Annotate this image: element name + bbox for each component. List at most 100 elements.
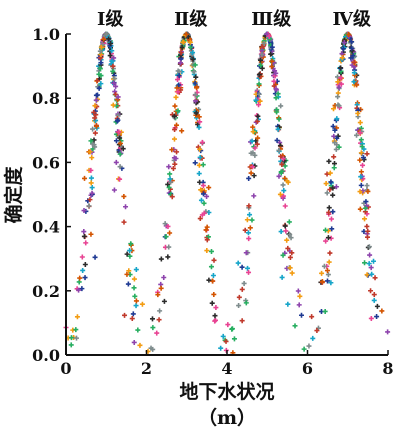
cloud-drop-point — [169, 147, 175, 153]
cloud-drop-point — [365, 234, 371, 240]
cloud-drop-point — [89, 155, 95, 161]
cloud-drop-point — [171, 113, 177, 119]
cloud-drop-point — [324, 190, 330, 196]
cloud-drop-point — [127, 253, 133, 259]
cloud-drop-point — [362, 216, 368, 222]
cloud-drop-point — [368, 315, 374, 321]
cloud-drop-point — [269, 64, 275, 70]
cloud-drop-point — [197, 154, 203, 160]
cloud-drop-point — [176, 82, 182, 88]
cloud-drop-point — [86, 203, 92, 209]
cloud-drop-point — [355, 110, 361, 116]
cloud-drop-point — [155, 292, 161, 298]
cloud-drop-point — [252, 145, 258, 151]
cloud-drop-point — [341, 40, 347, 46]
cloud-drop-point — [193, 74, 199, 80]
cloud-drop-point — [211, 257, 217, 263]
cloud-drop-point — [326, 158, 332, 164]
cloud-drop-point — [211, 291, 217, 297]
cloud-drop-point — [107, 53, 113, 59]
cloud-drop-point — [194, 85, 200, 91]
cloud-drop-point — [175, 77, 181, 83]
cloud-drop-point — [111, 187, 117, 193]
cloud-drop-point — [350, 53, 356, 59]
cloud-drop-point — [371, 292, 377, 298]
cloud-drop-point — [251, 193, 257, 199]
cloud-drop-point — [273, 86, 279, 92]
cloud-drop-point — [336, 103, 342, 109]
cloud-drop-point — [125, 281, 131, 287]
cloud-drop-point — [133, 298, 139, 304]
cloud-drop-point — [128, 241, 134, 247]
cloud-drop-point — [366, 244, 372, 250]
cloud-drop-point — [282, 203, 288, 209]
x-axis-unit: （m） — [198, 406, 256, 429]
cloud-drop-point — [248, 170, 254, 176]
cloud-drop-point — [366, 261, 372, 267]
cloud-drop-point — [279, 274, 285, 280]
cloud-drop-point — [276, 116, 282, 122]
cloud-drop-point — [92, 254, 98, 260]
cloud-drop-point — [362, 205, 368, 211]
cloud-drop-point — [210, 272, 216, 278]
cloud-drop-point — [109, 48, 115, 54]
cloud-drop-point — [282, 163, 288, 169]
cloud-drop-point — [256, 81, 262, 87]
cloud-drop-point — [158, 285, 164, 291]
cloud-drop-point — [301, 346, 307, 352]
cloud-drop-point — [272, 68, 278, 74]
cloud-drop-point — [198, 197, 204, 203]
grade-label: Ⅰ级 — [97, 8, 124, 30]
grade-labels: Ⅰ级 Ⅱ级 Ⅲ级 Ⅳ级 — [97, 8, 372, 30]
y-tick-label: 0.0 — [32, 346, 60, 365]
cloud-drop-point — [274, 107, 280, 113]
cloud-drop-point — [195, 122, 201, 128]
cloud-drop-point — [162, 221, 168, 227]
cloud-drop-point — [276, 147, 282, 153]
cloud-drop-point — [110, 102, 116, 108]
cloud-drop-point — [247, 212, 253, 218]
cloud-drop-point — [379, 308, 385, 314]
cloud-drop-point — [93, 97, 99, 103]
cloud-drop-point — [166, 184, 172, 190]
cloud-drop-point — [359, 144, 365, 150]
cloud-drop-point — [242, 227, 248, 233]
cloud-drop-point — [331, 106, 337, 112]
cloud-drop-point — [106, 36, 112, 42]
cloud-drop-point — [368, 265, 374, 271]
cloud-drop-point — [167, 176, 173, 182]
cloud-drop-point — [254, 141, 260, 147]
cloud-drop-point — [192, 92, 198, 98]
cloud-drop-point — [212, 313, 218, 319]
cloud-drop-point — [187, 39, 193, 45]
cloud-drop-point — [123, 204, 129, 210]
cloud-drop-point — [103, 31, 109, 37]
cloud-drop-point — [306, 343, 312, 349]
cloud-drop-point — [175, 89, 181, 95]
cloud-drop-point — [131, 339, 137, 345]
cloud-drop-point — [225, 322, 231, 328]
cloud-drop-point — [154, 330, 160, 336]
cloud-drop-point — [113, 83, 119, 89]
cloud-drop-point — [327, 187, 333, 193]
cloud-drop-point — [357, 189, 363, 195]
cloud-drop-point — [276, 173, 282, 179]
cloud-drop-point — [178, 87, 184, 93]
cloud-drop-point — [264, 31, 270, 37]
cloud-drop-point — [191, 69, 197, 75]
cloud-drop-point — [92, 144, 98, 150]
cloud-drop-point — [133, 267, 139, 273]
cloud-drop-point — [192, 160, 198, 166]
cloud-drop-point — [179, 44, 185, 50]
cloud-drop-point — [360, 162, 366, 168]
cloud-drop-point — [297, 293, 303, 299]
cloud-drop-point — [321, 263, 327, 269]
cloud-drop-point — [172, 103, 178, 109]
cloud-drop-point — [172, 127, 178, 133]
cloud-drop-point — [365, 228, 371, 234]
cloud-drop-point — [170, 165, 176, 171]
cloud-drop-point — [292, 323, 298, 329]
cloud-drop-point — [206, 209, 212, 215]
cloud-drop-point — [255, 135, 261, 141]
cloud-drop-point — [245, 265, 251, 271]
